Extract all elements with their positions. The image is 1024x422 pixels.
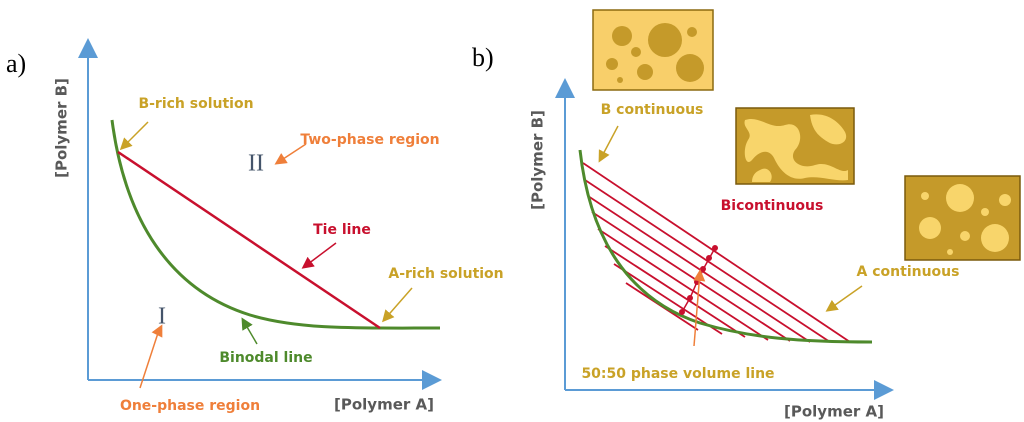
tie-line — [118, 152, 380, 328]
annotation: Two-phase region — [300, 132, 439, 148]
annotation: A continuous — [857, 264, 960, 280]
y-axis-label: [Polymer B] — [529, 110, 547, 210]
morphology-bicontinuous — [736, 108, 854, 184]
annotation: B-rich solution — [138, 96, 253, 112]
panel-label: b) — [472, 43, 494, 72]
panel-label: a) — [6, 49, 26, 78]
panel-b: b) [Polymer B] [Polymer A] — [472, 10, 1020, 421]
arrow — [384, 288, 412, 320]
arrow — [277, 144, 306, 163]
arrow — [828, 286, 862, 310]
annotation: Tie line — [313, 222, 371, 238]
x-axis-label: [Polymer A] — [784, 403, 884, 421]
arrow — [600, 126, 618, 160]
region-label: II — [248, 151, 264, 177]
panel-a: a) [Polymer B] [Polymer A] B-rich soluti… — [6, 48, 504, 414]
figure: a) [Polymer B] [Polymer A] B-rich soluti… — [0, 0, 1024, 422]
arrow — [122, 122, 148, 148]
x-axis-label: [Polymer A] — [334, 396, 434, 414]
annotation: 50:50 phase volume line — [581, 366, 774, 382]
annotation: A-rich solution — [388, 266, 503, 282]
morphology-b-continuous — [593, 10, 713, 90]
binodal-curve — [112, 120, 440, 328]
y-axis-label: [Polymer B] — [53, 78, 71, 178]
annotation: B continuous — [601, 102, 704, 118]
arrow — [243, 320, 257, 344]
arrow — [304, 243, 336, 267]
region-label: I — [158, 304, 166, 330]
tie-lines — [583, 163, 850, 342]
annotation: One-phase region — [120, 398, 260, 414]
annotation: Bicontinuous — [721, 198, 824, 214]
morphology-a-continuous — [905, 176, 1020, 260]
annotation: Binodal line — [219, 350, 312, 366]
